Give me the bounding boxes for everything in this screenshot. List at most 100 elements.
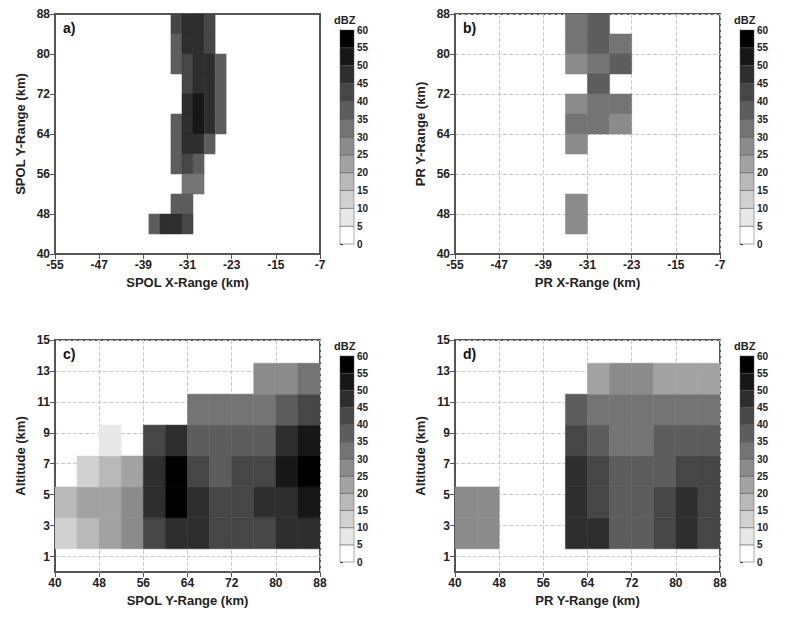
svg-text:80: 80 xyxy=(437,47,451,61)
svg-text:c): c) xyxy=(63,346,75,362)
svg-text:25: 25 xyxy=(357,471,369,482)
svg-text:50: 50 xyxy=(357,385,369,396)
svg-text:-23: -23 xyxy=(623,258,641,272)
svg-text:56: 56 xyxy=(37,167,51,181)
svg-text:20: 20 xyxy=(757,167,769,178)
svg-text:dBZ: dBZ xyxy=(334,340,356,352)
svg-text:88: 88 xyxy=(437,7,451,21)
svg-text:dBZ: dBZ xyxy=(334,14,356,26)
svg-text:35: 35 xyxy=(757,114,769,125)
svg-text:88: 88 xyxy=(713,576,727,590)
svg-text:13: 13 xyxy=(437,364,451,378)
svg-text:80: 80 xyxy=(669,576,683,590)
svg-text:5: 5 xyxy=(757,221,763,232)
svg-text:40: 40 xyxy=(357,419,369,430)
svg-text:55: 55 xyxy=(757,368,769,379)
svg-text:SPOL X-Range (km): SPOL X-Range (km) xyxy=(126,275,249,290)
svg-text:13: 13 xyxy=(37,364,51,378)
svg-text:PR Y-Range (km): PR Y-Range (km) xyxy=(413,82,428,187)
svg-text:0: 0 xyxy=(757,239,763,250)
svg-text:-15: -15 xyxy=(667,258,685,272)
svg-text:5: 5 xyxy=(43,488,50,502)
svg-text:0: 0 xyxy=(357,239,363,250)
svg-text:7: 7 xyxy=(43,457,50,471)
svg-text:55: 55 xyxy=(357,42,369,53)
svg-text:25: 25 xyxy=(757,149,769,160)
svg-text:25: 25 xyxy=(357,149,369,160)
svg-text:48: 48 xyxy=(492,576,506,590)
svg-text:30: 30 xyxy=(357,454,369,465)
svg-text:80: 80 xyxy=(37,47,51,61)
svg-text:10: 10 xyxy=(357,522,369,533)
svg-text:20: 20 xyxy=(757,488,769,499)
svg-text:3: 3 xyxy=(443,519,450,533)
svg-text:11: 11 xyxy=(37,395,50,409)
svg-text:-31: -31 xyxy=(179,258,197,272)
svg-text:5: 5 xyxy=(357,221,363,232)
svg-text:1: 1 xyxy=(43,550,50,564)
svg-text:9: 9 xyxy=(43,426,50,440)
svg-text:15: 15 xyxy=(357,185,369,196)
svg-text:72: 72 xyxy=(437,87,451,101)
svg-text:64: 64 xyxy=(437,127,451,141)
svg-text:64: 64 xyxy=(581,576,595,590)
svg-text:56: 56 xyxy=(437,167,451,181)
svg-text:30: 30 xyxy=(757,132,769,143)
svg-text:48: 48 xyxy=(37,207,51,221)
svg-text:dBZ: dBZ xyxy=(734,340,756,352)
svg-text:88: 88 xyxy=(37,7,51,21)
svg-text:55: 55 xyxy=(757,42,769,53)
svg-text:9: 9 xyxy=(443,426,450,440)
svg-text:45: 45 xyxy=(357,78,369,89)
svg-text:60: 60 xyxy=(757,351,769,362)
svg-text:60: 60 xyxy=(357,351,369,362)
svg-text:35: 35 xyxy=(757,436,769,447)
svg-text:b): b) xyxy=(463,20,476,36)
svg-text:-47: -47 xyxy=(490,258,508,272)
svg-text:5: 5 xyxy=(443,488,450,502)
svg-text:a): a) xyxy=(63,20,75,36)
svg-text:0: 0 xyxy=(357,557,363,568)
svg-text:15: 15 xyxy=(37,333,51,347)
svg-text:-7: -7 xyxy=(715,258,726,272)
svg-text:Altitude (km): Altitude (km) xyxy=(413,416,428,495)
svg-text:5: 5 xyxy=(357,539,363,550)
svg-text:0: 0 xyxy=(757,557,763,568)
svg-text:45: 45 xyxy=(357,402,369,413)
svg-text:SPOL Y-Range (km): SPOL Y-Range (km) xyxy=(13,73,28,195)
svg-text:PR Y-Range (km): PR Y-Range (km) xyxy=(535,593,640,608)
svg-text:dBZ: dBZ xyxy=(734,14,756,26)
svg-text:72: 72 xyxy=(625,576,639,590)
svg-text:-31: -31 xyxy=(579,258,597,272)
svg-text:72: 72 xyxy=(37,87,51,101)
svg-text:11: 11 xyxy=(437,395,450,409)
svg-text:35: 35 xyxy=(357,436,369,447)
svg-text:88: 88 xyxy=(313,576,327,590)
svg-text:15: 15 xyxy=(757,185,769,196)
svg-text:-55: -55 xyxy=(446,258,464,272)
svg-text:1: 1 xyxy=(443,550,450,564)
svg-text:40: 40 xyxy=(357,96,369,107)
svg-text:20: 20 xyxy=(357,488,369,499)
svg-text:56: 56 xyxy=(537,576,551,590)
svg-text:PR X-Range (km): PR X-Range (km) xyxy=(535,275,640,290)
svg-text:15: 15 xyxy=(757,505,769,516)
svg-text:80: 80 xyxy=(269,576,283,590)
svg-text:-39: -39 xyxy=(135,258,153,272)
svg-text:-55: -55 xyxy=(46,258,64,272)
svg-text:10: 10 xyxy=(757,522,769,533)
svg-text:50: 50 xyxy=(757,60,769,71)
svg-text:20: 20 xyxy=(357,167,369,178)
svg-text:48: 48 xyxy=(92,576,106,590)
svg-text:60: 60 xyxy=(757,25,769,36)
svg-text:15: 15 xyxy=(357,505,369,516)
svg-text:72: 72 xyxy=(225,576,239,590)
svg-text:7: 7 xyxy=(443,457,450,471)
svg-text:35: 35 xyxy=(357,114,369,125)
svg-text:SPOL Y-Range (km): SPOL Y-Range (km) xyxy=(127,593,249,608)
svg-text:50: 50 xyxy=(357,60,369,71)
svg-text:64: 64 xyxy=(181,576,195,590)
svg-text:45: 45 xyxy=(757,78,769,89)
svg-text:60: 60 xyxy=(357,25,369,36)
svg-text:Altitude (km): Altitude (km) xyxy=(13,416,28,495)
